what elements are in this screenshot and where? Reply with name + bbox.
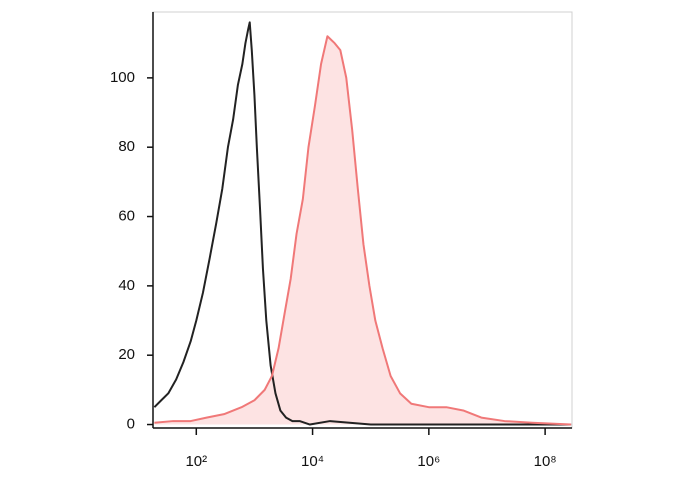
y-tick-label: 80 <box>118 138 135 155</box>
histogram-line <box>154 35 572 426</box>
histogram-area <box>154 36 572 425</box>
y-tick-label: 60 <box>118 208 135 225</box>
x-tick-label: 10² <box>185 453 207 470</box>
x-tick-label: 10⁸ <box>534 453 557 470</box>
x-tick-label: 10⁶ <box>417 453 440 470</box>
x-tick-label: 10⁴ <box>301 453 324 470</box>
y-tick-label: 20 <box>118 346 135 363</box>
histogram-line <box>153 21 572 426</box>
y-tick-label: 100 <box>110 69 135 86</box>
y-tick-label: 0 <box>127 416 135 433</box>
y-tick-label: 40 <box>118 277 135 294</box>
